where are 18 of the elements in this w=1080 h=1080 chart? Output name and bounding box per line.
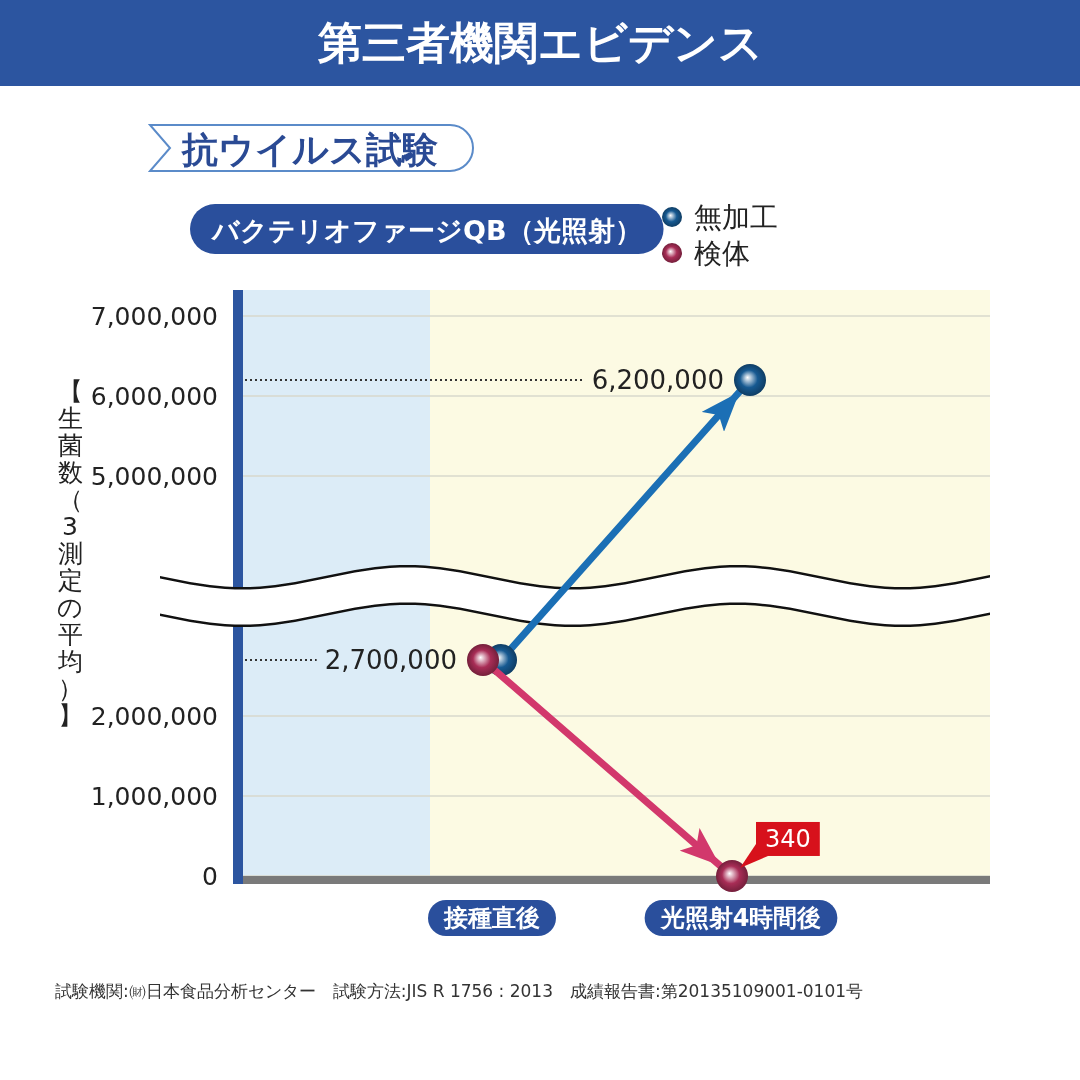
y-tick-label: 1,000,000 xyxy=(90,782,218,811)
y-tick-label: 5,000,000 xyxy=(90,462,218,491)
legend-label: 無加工 xyxy=(694,201,778,234)
text: 試験機関:㈶日本食品分析センター 試験方法:JIS R 1756 : 2013 成績報告書:第20135109001-0101号 xyxy=(55,981,864,1001)
legend-label: 検体 xyxy=(694,237,750,270)
data-label: 6,200,000 xyxy=(591,365,724,395)
x-tick-label: 接種直後 xyxy=(443,904,540,932)
chart-title: 第三者機関エビデンス xyxy=(316,17,763,68)
chart-subtitle: 抗ウイルス試験 xyxy=(181,129,438,170)
y-tick-label: 2,000,000 xyxy=(90,702,218,731)
text: 【生菌数（3測定の平均）】 xyxy=(57,377,83,730)
y-tick-label: 6,000,000 xyxy=(90,382,218,411)
data-label: 340 xyxy=(765,824,811,853)
x-tick-label: 光照射4時間後 xyxy=(659,904,822,932)
y-tick-label: 7,000,000 xyxy=(90,302,218,331)
text: バクテリオファージQB（光照射） xyxy=(210,215,642,246)
data-label: 2,700,000 xyxy=(324,645,457,675)
y-tick-label: 0 xyxy=(202,862,218,891)
